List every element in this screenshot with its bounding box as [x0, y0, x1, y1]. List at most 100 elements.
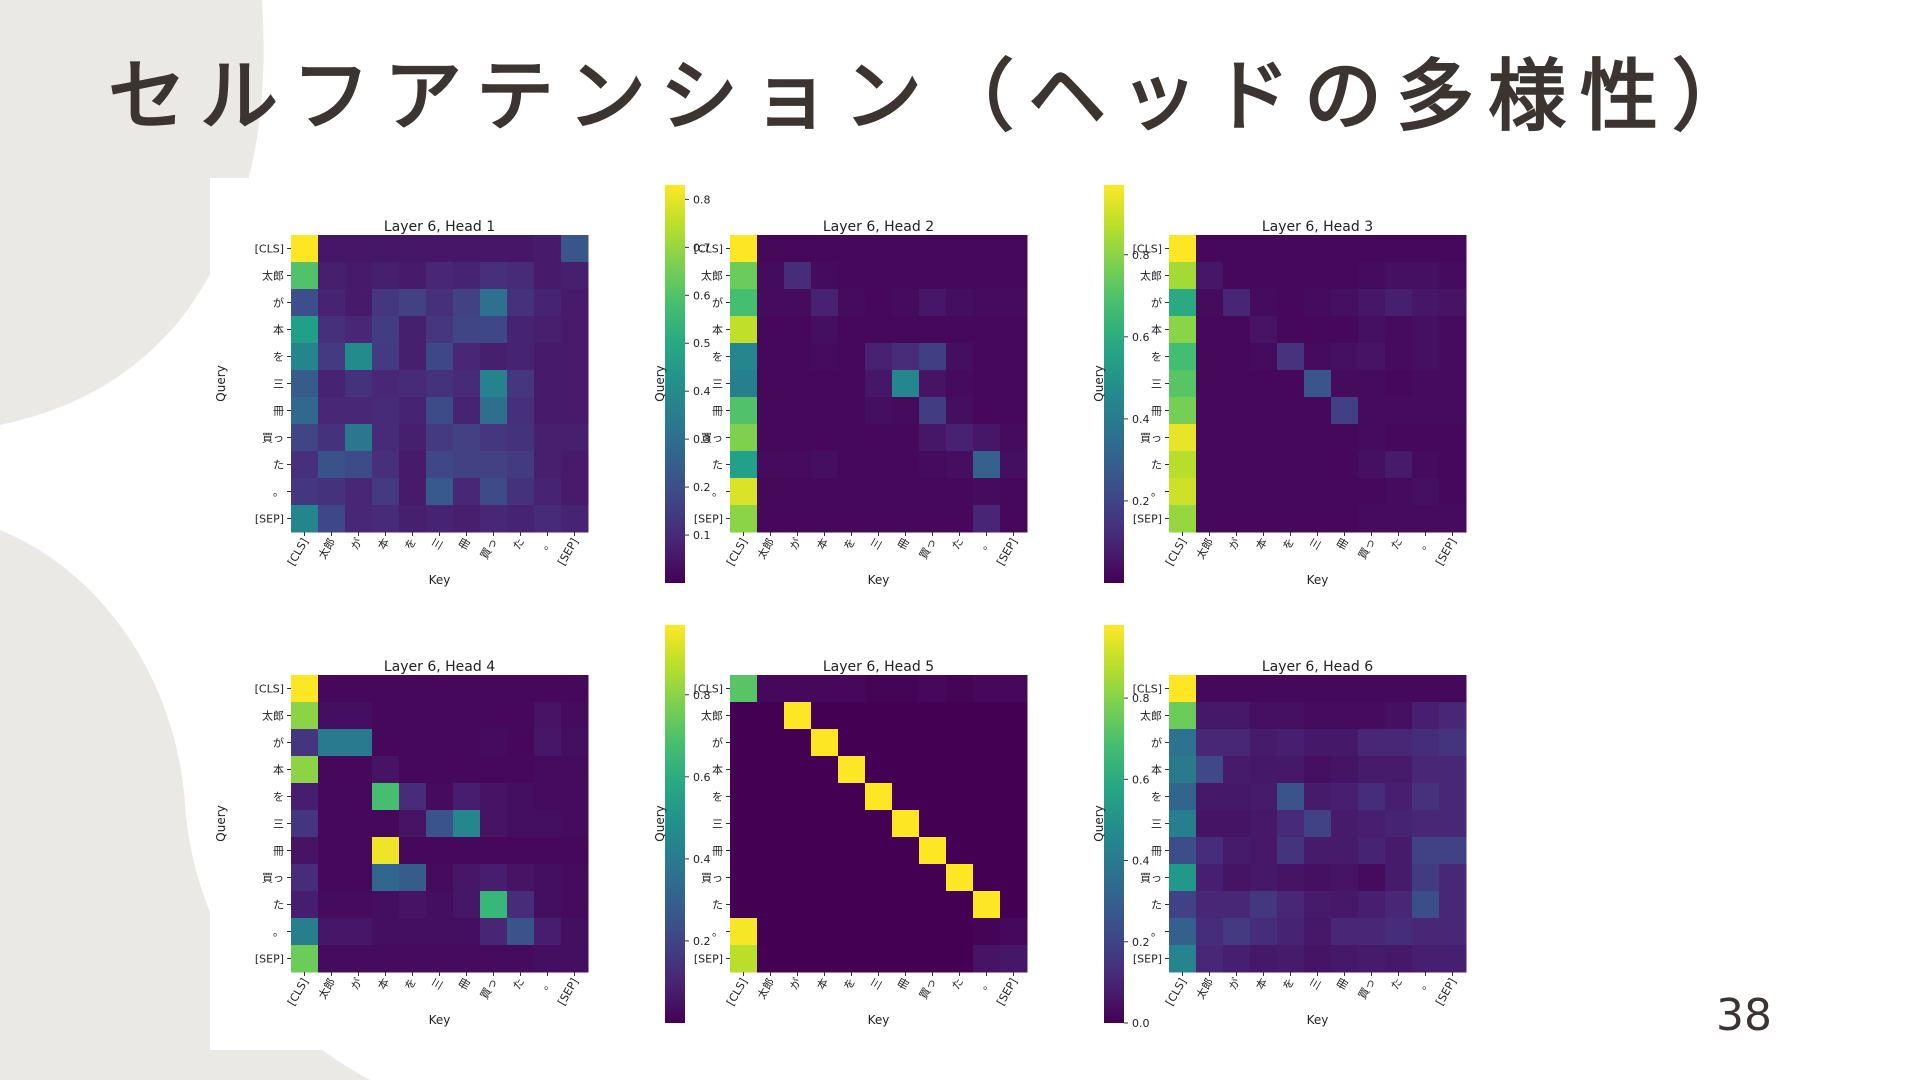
heatmap-cell: [892, 370, 920, 398]
heatmap-head-5: Layer 6, Head 5[CLS]太郎が本を三冊買った。[SEP][CLS…: [653, 659, 1028, 1027]
heatmap-title: Layer 6, Head 3: [1262, 219, 1373, 235]
heatmap-cell: [561, 891, 589, 919]
x-tick-label: た: [1388, 536, 1405, 552]
y-tick-label: 本: [273, 323, 284, 337]
heatmap-cell: [1196, 262, 1224, 290]
heatmap-cell: [1412, 289, 1440, 317]
y-axis-label: Query: [1092, 805, 1106, 841]
heatmap-cell: [973, 864, 1001, 892]
x-tick-label: が: [1225, 976, 1243, 993]
heatmap-cell: [892, 783, 920, 811]
heatmap-cell: [838, 783, 866, 811]
colorbar-tick-label: 0.6: [1132, 331, 1150, 344]
heatmap-cell: [1412, 262, 1440, 290]
heatmap-cell: [784, 945, 812, 973]
y-tick-label: 。: [1151, 486, 1162, 499]
heatmap-cell: [1223, 424, 1251, 452]
heatmap-cell: [1304, 783, 1332, 811]
heatmap-cell: [318, 810, 346, 838]
x-tick-label: [CLS]: [1163, 976, 1189, 1008]
y-tick-label: 三: [1151, 378, 1162, 391]
heatmap-cell: [399, 918, 427, 946]
x-tick-label: 三: [1307, 976, 1324, 992]
heatmap-cell: [1000, 289, 1028, 317]
y-tick-label: [SEP]: [694, 513, 723, 526]
heatmap-cell: [730, 424, 758, 452]
heatmap-cell: [1250, 289, 1278, 317]
heatmap-cell: [1223, 397, 1251, 425]
heatmap-cell: [1385, 343, 1413, 371]
heatmap-cell: [291, 370, 319, 398]
heatmap-cell: [480, 783, 508, 811]
heatmap-cell: [838, 343, 866, 371]
heatmap-cell: [399, 397, 427, 425]
heatmap-cell: [1385, 397, 1413, 425]
x-tick-label: 冊: [1334, 976, 1351, 992]
heatmap-cell: [1439, 837, 1467, 865]
heatmap-cell: [1250, 864, 1278, 892]
heatmap-cell: [318, 397, 346, 425]
heatmap-cell: [811, 505, 839, 533]
heatmap-cell: [345, 478, 373, 506]
heatmap-cell: [1439, 235, 1467, 263]
heatmap-cell: [784, 262, 812, 290]
heatmap-cell: [1331, 837, 1359, 865]
heatmap-cell: [919, 262, 947, 290]
heatmap-cell: [372, 702, 400, 730]
heatmap-cell: [919, 675, 947, 703]
heatmap-title: Layer 6, Head 4: [384, 659, 495, 675]
heatmap-cell: [1277, 675, 1305, 703]
heatmap-cell: [399, 945, 427, 973]
heatmap-cell: [919, 370, 947, 398]
heatmap-cell: [1169, 918, 1197, 946]
heatmap-cell: [1223, 451, 1251, 479]
heatmap-cell: [507, 343, 535, 371]
y-tick-label: が: [273, 736, 284, 750]
colorbar: 0.1 0.2 0.3 0.4 0.5 0.6 0.7 0.8: [665, 185, 711, 583]
heatmap-cell: [453, 370, 481, 398]
colorbar-tick-label: 0.2: [1132, 936, 1150, 949]
heatmap-cell: [345, 316, 373, 344]
heatmap-cell: [399, 702, 427, 730]
heatmap-cell: [865, 729, 893, 757]
heatmap-cell: [1331, 289, 1359, 317]
heatmap-cell: [838, 424, 866, 452]
x-tick-label: [CLS]: [724, 976, 750, 1008]
heatmap-cell: [426, 729, 454, 757]
heatmap-cell: [865, 451, 893, 479]
heatmap-cell: [811, 316, 839, 344]
heatmap-cell: [291, 945, 319, 973]
heatmap-cell: [453, 478, 481, 506]
y-tick-label: が: [273, 296, 284, 310]
heatmap-cell: [480, 235, 508, 263]
x-tick-label: 買っ: [1356, 536, 1378, 562]
heatmap-cell: [1304, 424, 1332, 452]
heatmap-cell: [1439, 505, 1467, 533]
heatmap-cell: [892, 756, 920, 784]
heatmap-cell: [1169, 451, 1197, 479]
y-tick-label: 三: [273, 818, 284, 831]
y-tick-label: [SEP]: [1133, 953, 1162, 966]
heatmap-cell: [534, 262, 562, 290]
heatmap-cell: [507, 675, 535, 703]
heatmap-cell: [1250, 451, 1278, 479]
heatmap-cell: [892, 945, 920, 973]
x-tick-label: 。: [976, 536, 993, 552]
heatmap-cell: [1385, 810, 1413, 838]
heatmap-cell: [730, 451, 758, 479]
heatmap-cell: [946, 918, 974, 946]
heatmap-cell: [291, 424, 319, 452]
x-tick-label: 冊: [895, 976, 912, 992]
heatmap-cell: [1000, 316, 1028, 344]
heatmap-cell: [1385, 451, 1413, 479]
x-tick-label: が: [347, 976, 365, 993]
heatmap-cell: [291, 451, 319, 479]
heatmap-cell: [372, 316, 400, 344]
heatmap-cell: [399, 343, 427, 371]
x-tick-label: 。: [537, 536, 554, 552]
y-tick-label: た: [712, 899, 723, 912]
heatmap-cell: [1358, 424, 1386, 452]
heatmap-cell: [919, 478, 947, 506]
heatmap-cell: [1223, 505, 1251, 533]
heatmap-cell: [1250, 891, 1278, 919]
